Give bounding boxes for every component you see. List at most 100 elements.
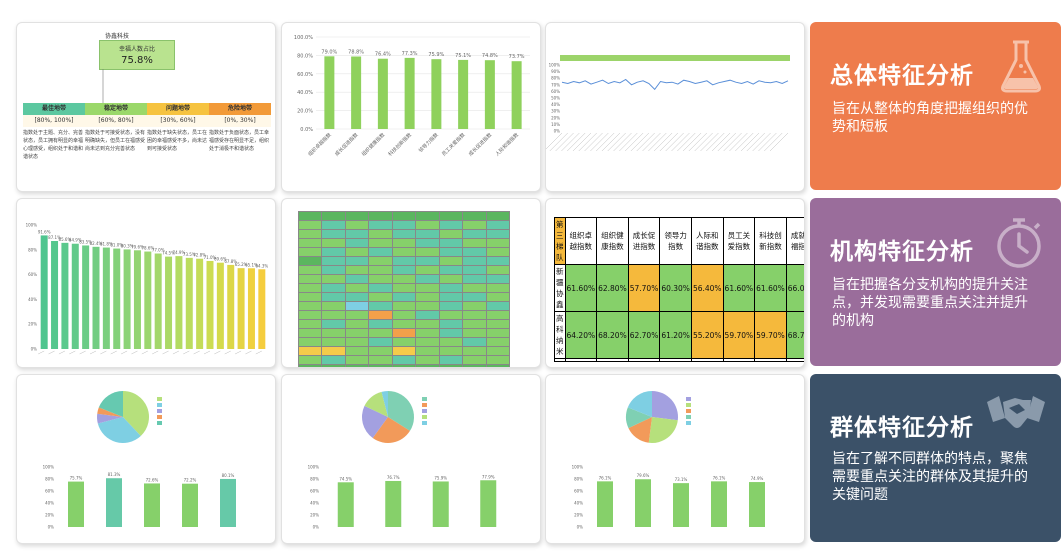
bar	[144, 251, 152, 349]
overall-analysis-panel: 总体特征分析 旨在从整体的角度把握组织的优势和短板	[810, 22, 1061, 190]
tier-table-cell: 61.60%	[754, 264, 787, 312]
heatmap-cell	[438, 355, 464, 365]
y-tick-label: 80%	[551, 76, 560, 81]
bar-data-label: 75.1%	[455, 53, 471, 59]
bar-data-label: 80.3%	[121, 243, 134, 248]
heatmap-cell	[415, 247, 440, 257]
x-tick-label	[79, 350, 86, 355]
heatmap-cell	[368, 211, 393, 221]
heatmap-cell	[297, 328, 323, 338]
tier-table-cell: 56.40%	[690, 264, 724, 312]
heatmap-cell	[321, 319, 346, 329]
bar-data-label: 75.9%	[428, 52, 444, 58]
heatmap-cell	[415, 220, 440, 230]
bar-data-label: 76.4%	[375, 52, 391, 58]
heatmap-cell	[368, 283, 393, 293]
heatmap-row	[297, 220, 510, 230]
group-analysis-title: 群体特征分析	[830, 415, 974, 441]
bar	[635, 479, 651, 527]
x-tick-label	[764, 132, 783, 152]
heatmap-cell	[391, 283, 417, 293]
heatmap-cell	[485, 220, 510, 230]
tier-table-row	[554, 358, 804, 362]
bar-data-label: 85.6%	[59, 237, 72, 242]
pie-legend-swatch	[422, 421, 427, 425]
handshake-icon	[985, 388, 1047, 444]
pie-legend-swatch	[157, 421, 162, 425]
x-tick-label	[152, 350, 159, 355]
y-tick-label: 100%	[549, 63, 561, 68]
bar	[123, 249, 131, 349]
heatmap-cell	[368, 238, 393, 248]
heatmap-cell	[462, 256, 487, 266]
heatmap-cell	[391, 256, 417, 266]
bar-data-label: 77.0%	[152, 248, 165, 253]
heatmap-cell	[462, 292, 487, 302]
tier-table-branch-name: 高科纳米	[554, 311, 566, 359]
heatmap-cell	[462, 283, 487, 293]
heatmap-cell	[321, 283, 346, 293]
x-tick-label: 员工关爱指数	[440, 131, 466, 157]
heatmap-cell	[368, 229, 393, 239]
heatmap-cell	[438, 319, 464, 329]
tier-table-header-cell: 成就幸福指数	[785, 217, 804, 265]
heatmap-row	[297, 364, 510, 367]
bar-data-label: 72.6%	[146, 477, 159, 482]
y-tick-label: 20%	[551, 115, 560, 120]
heatmap-cell	[368, 328, 393, 338]
heatmap-cell	[297, 301, 323, 311]
bar	[480, 480, 497, 527]
x-tick-label	[567, 132, 586, 152]
index-bar-chart: 0.0% 20.0% 40.0% 60.0% 80.0% 100.0% 79.0% 组织卓越指…	[294, 35, 530, 158]
x-tick-label	[700, 132, 719, 152]
bar-data-label: 76.1%	[599, 475, 612, 480]
bar-data-label: 87.1%	[48, 235, 61, 240]
y-tick-label: 80%	[28, 247, 37, 252]
tier-table-branch-name	[554, 358, 566, 362]
heatmap-cell	[344, 274, 370, 284]
y-tick-label: 0%	[313, 525, 320, 530]
zone-header: 稳定地带 [60%, 80%]	[85, 103, 147, 127]
tier-table-cell: 62.80%	[596, 264, 629, 312]
x-tick-label: 组织卓越指数	[307, 131, 333, 157]
heatmap-cell	[438, 283, 464, 293]
pie-slice	[372, 417, 410, 443]
tier-table-cell	[690, 358, 724, 362]
zone-connector	[102, 69, 104, 103]
zone-description: 指数处于可接受状态，没有明确缺失，但员工在福感受尚未达到充分完善状态	[85, 130, 146, 152]
heatmap-cell	[368, 337, 393, 347]
heatmap-cell	[438, 238, 464, 248]
heatmap-cell	[344, 256, 370, 266]
heatmap-row	[297, 247, 510, 257]
tier-table-cell	[564, 358, 598, 362]
heatmap-cell	[485, 283, 510, 293]
institution-analysis-desc: 旨在把握各分支机构的提升关注点，并发现需要重点关注并提升的机构	[832, 277, 1028, 329]
heatmap-cell	[438, 301, 464, 311]
bar	[258, 269, 266, 349]
x-tick-label: 领导力指数	[417, 131, 440, 154]
x-tick-label	[183, 350, 190, 355]
heatmap-row	[297, 319, 510, 329]
x-tick-label	[584, 132, 603, 152]
y-tick-label: 40.0%	[297, 90, 313, 96]
heatmap-cell	[485, 319, 510, 329]
bar-data-label: 79.6%	[131, 244, 144, 249]
tier-table-header-cell: 组织健康指数	[596, 217, 629, 265]
y-tick-label: 0%	[31, 347, 38, 352]
zone-name: 最佳地带	[41, 105, 66, 112]
pie-legend-swatch	[157, 415, 162, 419]
tier-table-cell	[785, 358, 804, 362]
heatmap-row	[297, 229, 510, 239]
heatmap-row	[297, 328, 510, 338]
tier-table-cell: 60.30%	[659, 264, 692, 312]
group-charts-1: 0% 20% 40% 60% 80% 100% 75.7% 81.3% 72.6% 72.2% 80…	[43, 391, 236, 530]
heatmap-cell	[368, 301, 393, 311]
x-tick-label	[740, 132, 760, 152]
y-tick-label: 60.0%	[297, 72, 313, 78]
heatmap-table	[297, 211, 510, 367]
heatmap-cell	[297, 355, 323, 365]
group-chart-card-3: 0% 20% 40% 60% 80% 100% 76.1% 79.6% 73.1% 76.1% 74…	[545, 374, 805, 544]
heatmap-cell	[462, 247, 487, 257]
zone-range: [60%, 80%]	[85, 115, 147, 127]
bar-data-label: 71.0%	[204, 255, 217, 260]
